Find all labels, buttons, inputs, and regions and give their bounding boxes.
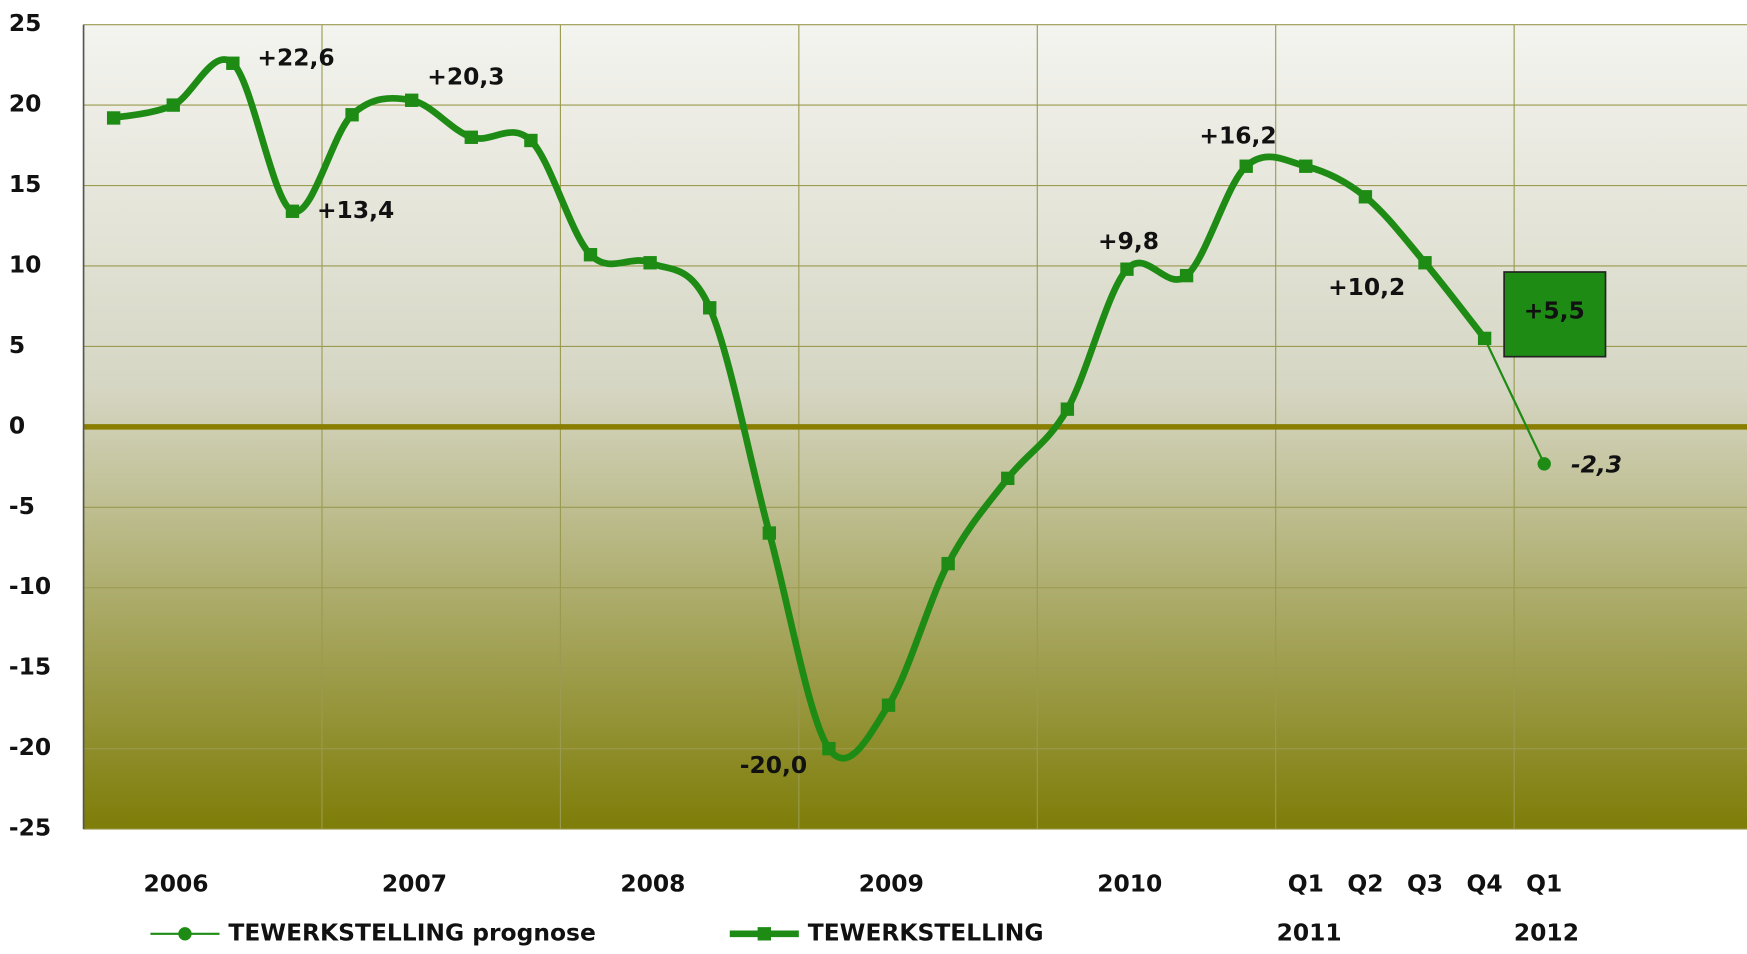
line <box>112 56 1488 762</box>
line <box>1483 337 1546 465</box>
legend-marker <box>178 927 192 941</box>
y-tick-label: -25 <box>9 814 51 842</box>
marker <box>1060 402 1075 416</box>
label-box <box>1503 271 1607 358</box>
marker <box>1299 159 1313 173</box>
data-label: -2,3 <box>1571 451 1622 479</box>
year-label: 2010 <box>1097 869 1162 897</box>
x-tick-label: Q3 <box>1407 869 1443 897</box>
marker <box>106 111 121 125</box>
marker <box>1239 159 1253 173</box>
y-tick-label: -20 <box>9 733 51 761</box>
marker <box>464 130 478 144</box>
marker <box>583 248 598 262</box>
marker <box>822 741 836 756</box>
marker <box>1477 331 1492 346</box>
marker <box>643 256 657 270</box>
year-label: 2009 <box>859 869 924 897</box>
y-tick-label: 20 <box>9 90 42 118</box>
marker <box>345 108 359 122</box>
data-label: +20,3 <box>427 62 504 90</box>
x-tick-label: Q1 <box>1526 869 1562 897</box>
legend-label: TEWERKSTELLING <box>808 918 1044 946</box>
y-tick-label: 15 <box>9 170 42 198</box>
year-label: 2011 <box>1277 918 1342 946</box>
marker <box>1537 457 1551 471</box>
x-tick-label: Q2 <box>1347 869 1383 897</box>
y-tick-label: 5 <box>9 331 25 359</box>
marker <box>404 93 419 107</box>
data-label: +13,4 <box>317 196 394 224</box>
data-label: +5,5 <box>1524 297 1585 325</box>
x-tick-label: Q4 <box>1467 869 1503 897</box>
data-label: +10,2 <box>1328 273 1405 301</box>
marker <box>881 698 896 712</box>
marker <box>1358 190 1373 204</box>
data-label: +9,8 <box>1098 227 1159 255</box>
y-tick-label: -5 <box>9 492 35 520</box>
y-tick-label: 25 <box>9 9 42 37</box>
marker <box>1418 256 1432 270</box>
year-label: 2012 <box>1514 918 1579 946</box>
y-tick-label: -15 <box>9 653 51 681</box>
year-label: 2007 <box>382 869 447 897</box>
y-tick-label: 0 <box>9 411 25 439</box>
marker <box>941 556 955 571</box>
x-tick-label: Q1 <box>1288 869 1324 897</box>
y-tick-label: 10 <box>9 250 42 278</box>
year-label: 2006 <box>144 869 209 897</box>
marker <box>285 204 300 218</box>
marker <box>1120 262 1134 276</box>
legend-marker <box>757 927 771 941</box>
year-label: 2008 <box>620 869 685 897</box>
data-label: +22,6 <box>257 43 334 71</box>
marker <box>1001 471 1015 486</box>
marker <box>1179 268 1194 283</box>
y-tick-label: -10 <box>9 572 51 600</box>
marker <box>703 301 717 315</box>
data-label: +16,2 <box>1199 122 1276 150</box>
marker <box>226 56 240 70</box>
marker <box>524 133 538 148</box>
marker <box>166 98 180 112</box>
legend-label: TEWERKSTELLING prognose <box>228 918 595 946</box>
marker <box>762 526 777 540</box>
data-label: -20,0 <box>740 751 807 779</box>
